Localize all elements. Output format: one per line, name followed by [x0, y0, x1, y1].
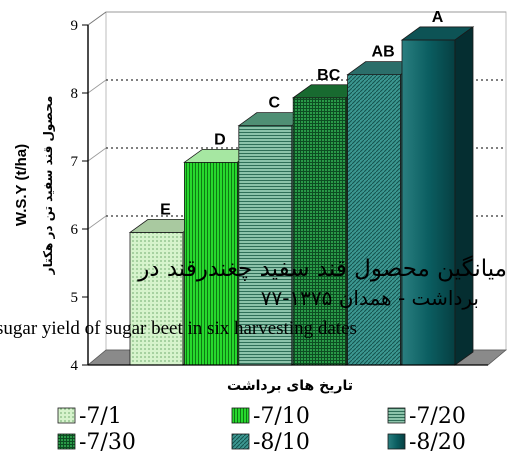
caption-fa-line1: میانگین محصول قند سفید چغندرقند در: [138, 256, 507, 282]
legend-item: -8/20: [387, 430, 466, 455]
legend-label: -7/30: [79, 430, 136, 455]
legend-label: -7/1: [79, 404, 122, 429]
y-tick-label: 6: [71, 222, 79, 238]
legend-label: -8/10: [253, 430, 310, 455]
bar-letter: C: [269, 95, 281, 112]
bar-letter: BC: [317, 67, 341, 84]
bar-side: [454, 26, 474, 366]
y-tick-label: 5: [71, 290, 79, 306]
legend-item: -8/10: [231, 430, 310, 455]
legend-swatch: [57, 433, 76, 450]
y-tick-label: 9: [71, 18, 79, 34]
bar-letter: D: [214, 131, 226, 148]
bar-letter: E: [160, 201, 171, 218]
y-tick-label: 4: [71, 358, 79, 374]
caption-en: sugar yield of sugar beet in six harvest…: [0, 318, 357, 339]
gridline-depth: [87, 215, 107, 230]
bar-front: [183, 161, 238, 366]
legend-label: -7/20: [409, 404, 466, 429]
legend-label: -7/10: [253, 404, 310, 429]
caption-fa-line2: برداشت - همدان ۱۳۷۵-۷۷: [260, 286, 479, 310]
legend-item: -7/10: [231, 404, 310, 429]
bar-letter: A: [432, 9, 444, 26]
legend-swatch: [231, 407, 250, 424]
legend-swatch: [57, 407, 76, 424]
legend-swatch: [387, 407, 406, 424]
legend: -7/1 -7/10 -7/20 -7/30 -8/10 -8/20: [57, 404, 466, 455]
y-tick-label: 8: [71, 86, 79, 102]
y-axis-title-en: W.S.Y (t/ha): [13, 144, 30, 226]
legend-label: -8/20: [409, 430, 466, 455]
x-axis-title: تاریخ های برداشت: [227, 378, 353, 394]
y-axis-title-fa: محصول قند سفید تن در هکتار: [41, 96, 56, 276]
bar-front: [129, 231, 184, 366]
bar-front: [401, 39, 456, 366]
gridline-depth: [87, 79, 107, 94]
legend-swatch: [231, 433, 250, 450]
legend-swatch: [387, 433, 406, 450]
depth-line-top: [87, 11, 107, 26]
legend-item: -7/30: [57, 430, 136, 455]
bar-6: [400, 26, 475, 366]
legend-item: -7/20: [387, 404, 466, 429]
bar-letter: AB: [372, 44, 395, 61]
legend-item: -7/1: [57, 404, 122, 429]
y-tick-label: 7: [71, 154, 79, 170]
bar-front: [347, 74, 402, 366]
gridline-depth: [87, 147, 107, 162]
